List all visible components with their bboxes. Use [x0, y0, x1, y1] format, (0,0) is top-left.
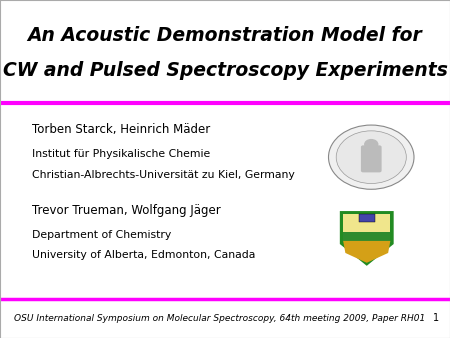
- Text: Torben Starck, Heinrich Mäder: Torben Starck, Heinrich Mäder: [32, 123, 210, 136]
- FancyBboxPatch shape: [361, 145, 382, 172]
- Text: Institut für Physikalische Chemie: Institut für Physikalische Chemie: [32, 149, 210, 160]
- Circle shape: [364, 139, 378, 150]
- Text: Trevor Trueman, Wolfgang Jäger: Trevor Trueman, Wolfgang Jäger: [32, 204, 220, 217]
- Circle shape: [328, 125, 414, 189]
- Circle shape: [336, 131, 406, 184]
- Text: An Acoustic Demonstration Model for: An Acoustic Demonstration Model for: [27, 26, 423, 45]
- Polygon shape: [343, 214, 391, 232]
- Text: OSU International Symposium on Molecular Spectroscopy, 64th meeting 2009, Paper : OSU International Symposium on Molecular…: [14, 314, 425, 323]
- Text: Department of Chemistry: Department of Chemistry: [32, 230, 171, 240]
- Text: University of Alberta, Edmonton, Canada: University of Alberta, Edmonton, Canada: [32, 250, 255, 260]
- Bar: [359, 214, 375, 221]
- Text: 1: 1: [432, 313, 439, 323]
- Polygon shape: [343, 232, 391, 241]
- Text: CW and Pulsed Spectroscopy Experiments: CW and Pulsed Spectroscopy Experiments: [3, 62, 447, 80]
- Polygon shape: [343, 241, 391, 263]
- Text: Christian-Albrechts-Universität zu Kiel, Germany: Christian-Albrechts-Universität zu Kiel,…: [32, 170, 294, 180]
- Polygon shape: [341, 212, 392, 265]
